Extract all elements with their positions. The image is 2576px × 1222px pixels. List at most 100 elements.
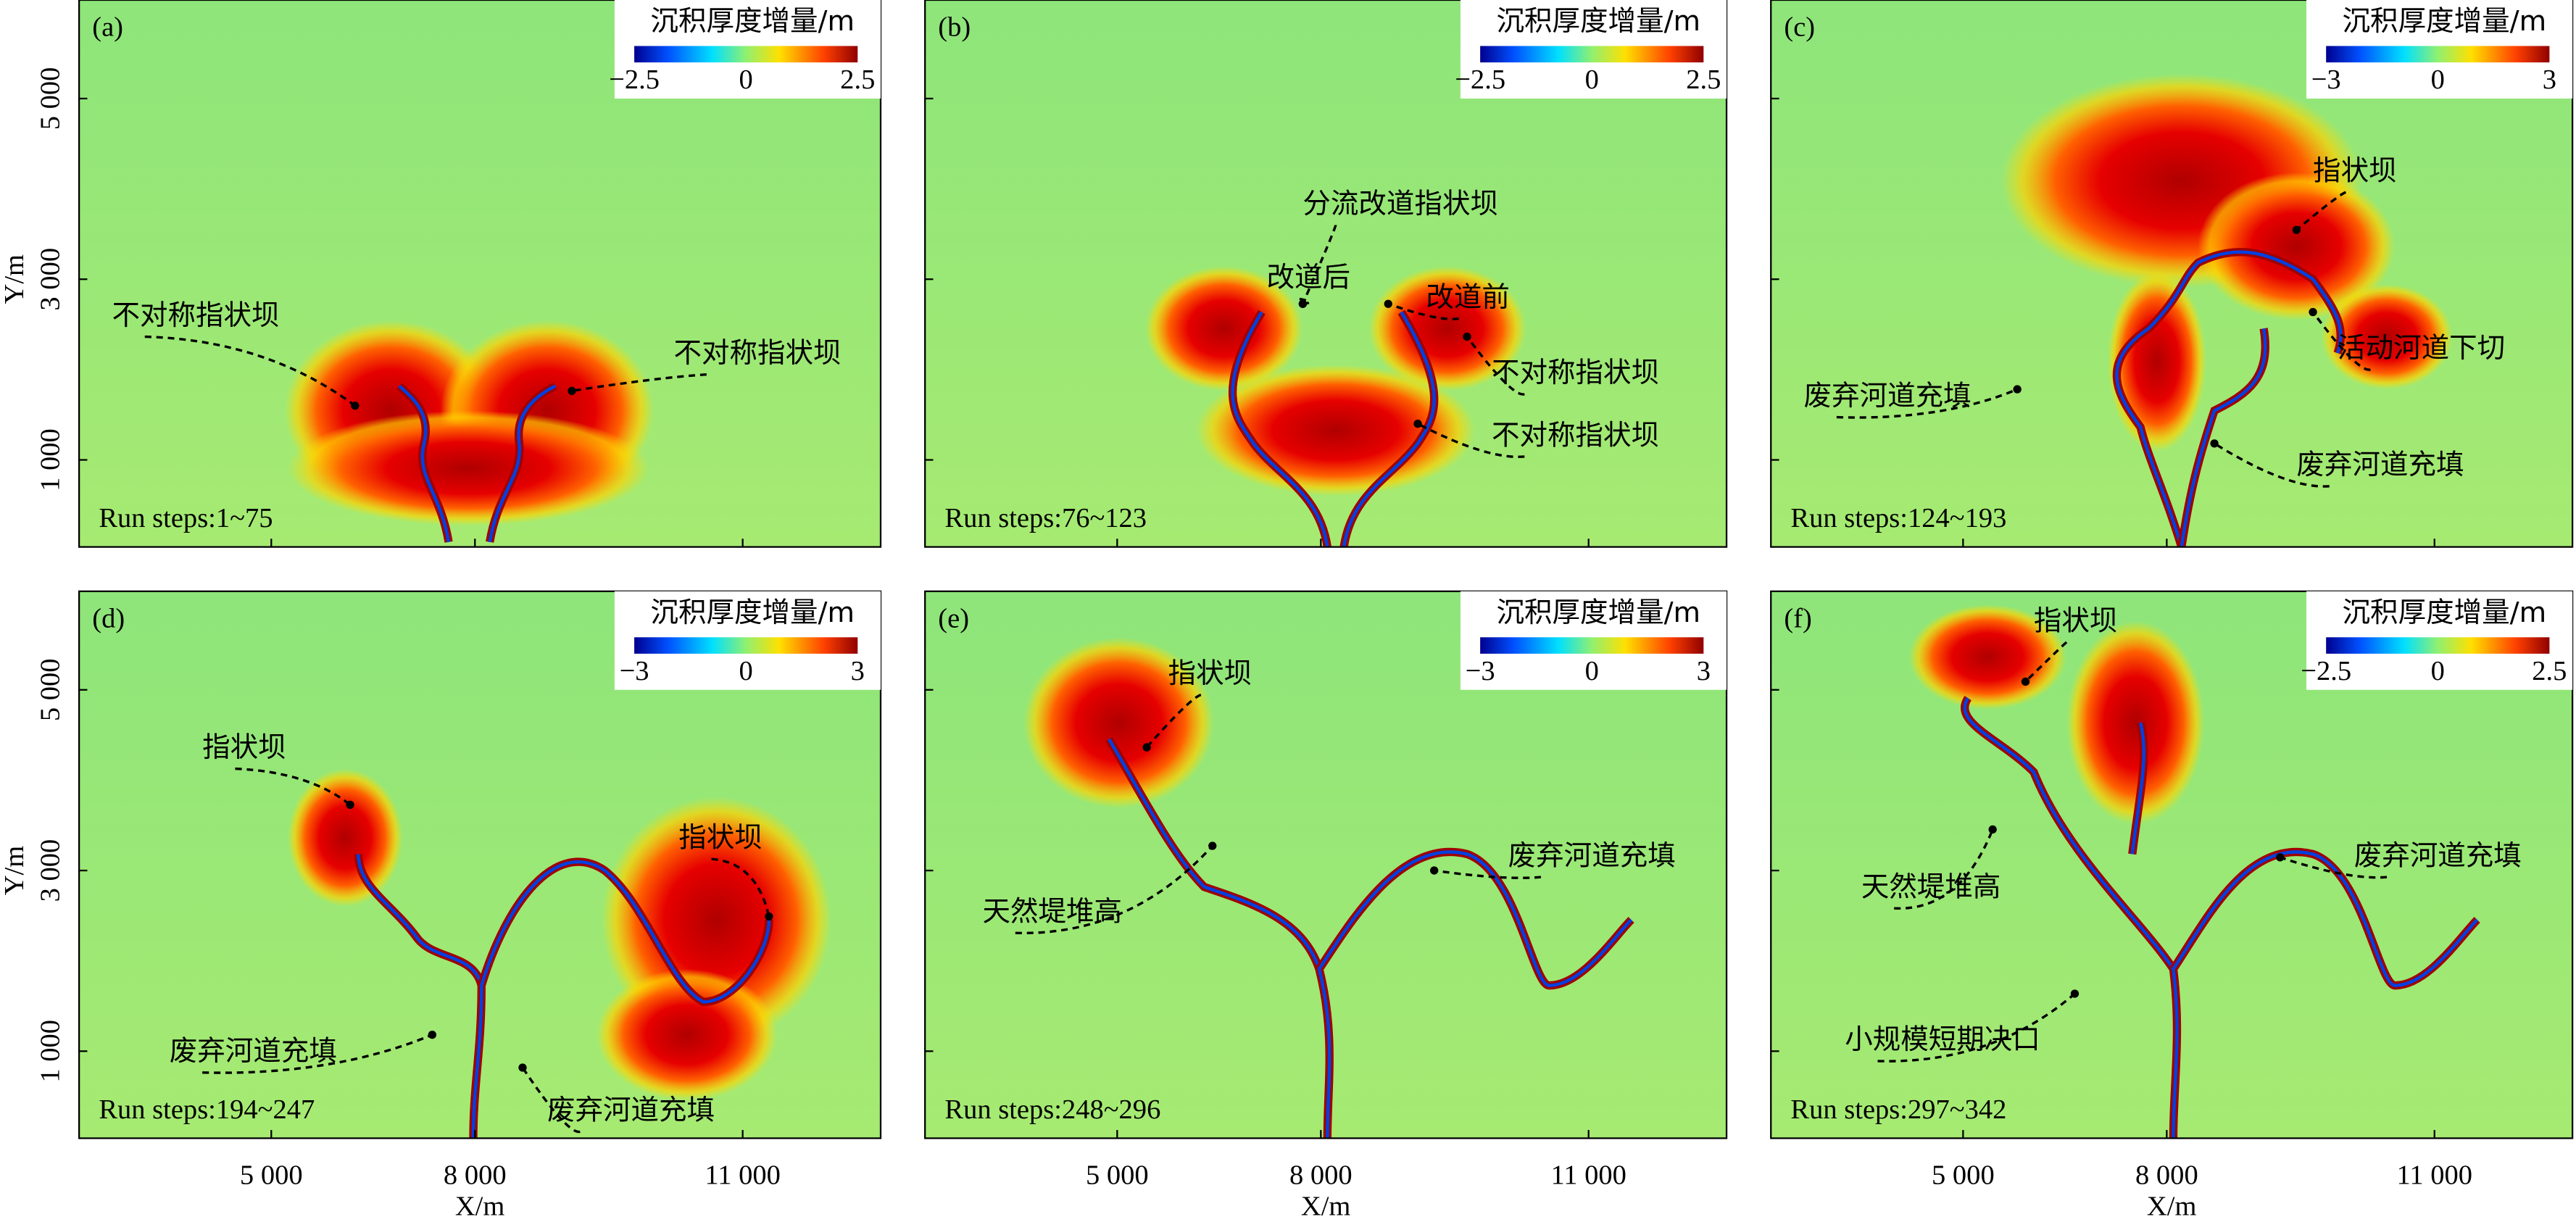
colorbar-gradient: [634, 637, 858, 654]
run-steps: Run steps:1~75: [99, 503, 273, 533]
annotation-arrow: [235, 767, 352, 806]
annotation-arrow: [2295, 191, 2347, 231]
deposit-blob: [1023, 637, 1215, 808]
annotation-arrowhead: [2013, 385, 2022, 394]
annotation-arrow: [2311, 311, 2371, 371]
colorbar: 沉积厚度增量/m−3 0 3: [614, 591, 881, 690]
annotation: 废弃河道充填: [547, 1094, 715, 1127]
colorbar: 沉积厚度增量/m −2.5 0 2.5: [1455, 0, 1727, 99]
colorbar-tick-label: −2.5: [609, 65, 660, 95]
panel: (e) Run steps:248~296 沉积厚度增量/m−3 0 3 指状坝天然堤堆高…: [924, 590, 1728, 1222]
annotation: 指状坝: [678, 821, 763, 854]
colorbar-tick-label: 2.5: [840, 65, 875, 95]
annotation: 不对称指状坝: [1492, 357, 1659, 389]
annotation-arrowhead: [1384, 299, 1392, 308]
colorbar-tick-label: 3: [1697, 656, 1711, 686]
colorbar-tick-label: −2.5: [2301, 656, 2351, 686]
run-steps: Run steps:194~247: [99, 1094, 315, 1125]
y-tick-label: 5 000: [36, 658, 66, 721]
deposit-blob: [287, 410, 649, 526]
y-tick-label: 5 000: [36, 67, 66, 130]
annotation-arrowhead: [765, 912, 773, 921]
y-axis-label: Y/m: [0, 846, 30, 896]
channel: [2115, 250, 2343, 547]
annotation-arrow: [2280, 856, 2388, 879]
x-axis-label: X/m: [1301, 1192, 1351, 1222]
channel: [488, 384, 557, 543]
panel-label: (a): [92, 12, 123, 43]
annotation-arrowhead: [2309, 307, 2317, 317]
colorbar-tick-label: 0: [2431, 656, 2445, 686]
annotation: 天然堤堆高: [983, 895, 1123, 928]
panel: (c) Run steps:124~193 沉积厚度增量/m−3 0 3 指状坝活动河道下…: [1770, 0, 2574, 548]
channel: [1963, 697, 2179, 1139]
colorbar-gradient: [2326, 637, 2550, 654]
annotation-arrowhead: [1298, 299, 1308, 308]
run-steps: Run steps:76~123: [944, 503, 1147, 533]
panel-label: (d): [92, 603, 125, 633]
annotation: 分流改道指状坝: [1302, 188, 1498, 220]
colorbar-tick-label: 0: [2431, 65, 2445, 95]
colorbar-tick-label: 3: [2543, 65, 2556, 95]
x-axis-label: X/m: [2147, 1192, 2197, 1222]
map: [1771, 0, 2573, 547]
annotation-arrow: [1145, 693, 1202, 749]
panel-label: (b): [938, 12, 971, 43]
channel: [1231, 311, 1329, 547]
colorbar-tick-label: −3: [1466, 656, 1495, 686]
annotation-arrowhead: [1208, 841, 1217, 850]
colorbar-title: 沉积厚度增量/m: [1497, 5, 1701, 38]
annotation-arrow: [1836, 388, 2018, 419]
colorbar-title: 沉积厚度增量/m: [2343, 5, 2547, 38]
colorbar-tick-label: −3: [620, 656, 649, 686]
channel: [2172, 850, 2479, 987]
channel: [1108, 738, 1331, 1139]
colorbar: 沉积厚度增量/m −2.5 0 2.5: [2301, 591, 2573, 690]
annotation: 不对称指状坝: [673, 337, 841, 370]
annotation-arrow: [144, 335, 356, 407]
colorbar-tick-label: −2.5: [1455, 65, 1505, 95]
colorbar-tick-label: −3: [2311, 65, 2341, 95]
annotation: 改道后: [1267, 262, 1351, 294]
annotation-arrowhead: [1988, 825, 1997, 834]
annotation: 废弃河道充填: [2296, 449, 2464, 481]
y-tick-label: 3 000: [36, 839, 66, 902]
panel-frame: [78, 590, 882, 1139]
run-steps: Run steps:248~296: [944, 1094, 1160, 1125]
x-tick-label: 11 000: [1550, 1160, 1626, 1191]
annotation-arrowhead: [2210, 439, 2219, 448]
channel: [2130, 722, 2146, 855]
annotation-arrowhead: [2276, 853, 2285, 862]
annotation-arrowhead: [2021, 677, 2030, 686]
colorbar: 沉积厚度增量/m −2.5 0 2.5: [609, 0, 881, 99]
annotation: 不对称指状坝: [112, 299, 279, 332]
channel: [2180, 328, 2267, 547]
colorbar-tick-label: 0: [739, 65, 753, 95]
y-tick-label: 1 000: [36, 428, 66, 491]
annotation-arrowhead: [2292, 225, 2301, 234]
annotation-arrow: [1417, 423, 1525, 459]
deposit-blob: [2198, 172, 2396, 320]
x-tick-label: 11 000: [2397, 1160, 2472, 1191]
channel: [398, 384, 451, 543]
annotation: 指状坝: [1168, 657, 1252, 690]
x-tick-label: 5 000: [1086, 1160, 1149, 1191]
annotation-arrow: [2214, 442, 2330, 488]
colorbar-tick-label: 2.5: [2532, 656, 2567, 686]
colorbar-tick-label: 0: [1585, 656, 1599, 686]
deposit-blob: [2107, 270, 2206, 452]
annotation-arrowhead: [1413, 419, 1422, 428]
x-tick-label: 5 000: [1932, 1160, 1995, 1191]
annotation: 指状坝: [2034, 604, 2118, 637]
annotation-arrowhead: [1430, 866, 1439, 875]
annotation-arrow: [2024, 641, 2068, 683]
x-axis-label: X/m: [455, 1192, 505, 1222]
annotation-arrowhead: [351, 402, 360, 410]
annotation: 小规模短期决口: [1845, 1023, 2040, 1056]
annotation: 不对称指状坝: [1492, 419, 1659, 452]
annotation-arrow: [1015, 844, 1214, 934]
map: [925, 0, 1727, 547]
panel-frame: [924, 590, 1728, 1139]
